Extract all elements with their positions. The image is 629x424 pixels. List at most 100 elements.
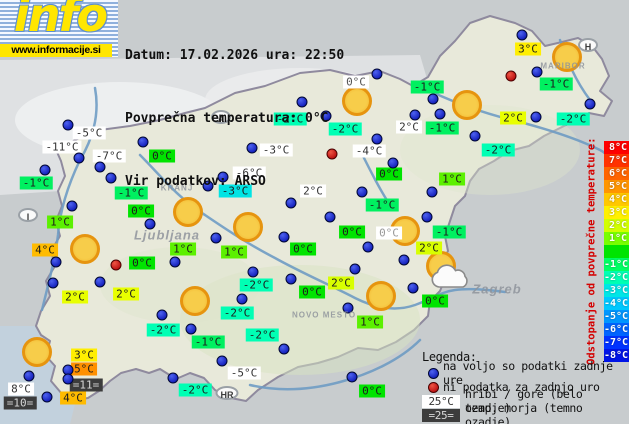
station-dot-blue [105, 172, 117, 184]
scale-band: -2°C [604, 271, 629, 284]
station-dot-blue [285, 273, 297, 285]
station-dot-blue [94, 276, 106, 288]
station-label: -5°C [72, 126, 106, 140]
station-dot-blue [285, 197, 297, 209]
scale-band: 3°C [604, 206, 629, 219]
city-label: MARIBOR [540, 61, 586, 71]
scale-band: 1°C [604, 232, 629, 245]
station-label: -2°C [556, 112, 590, 126]
station-dot-blue [39, 164, 51, 176]
scale-band: -1°C [604, 258, 629, 271]
sun-icon [70, 234, 100, 264]
station-dot-blue [434, 108, 446, 120]
station-label: -4°C [352, 144, 386, 158]
legend-item-sea-temp: =25= temp. morja (temno ozadje) [422, 401, 629, 424]
station-dot-blue [73, 152, 85, 164]
station-label: 0°C [149, 149, 175, 163]
station-label: -2°C [328, 122, 362, 136]
legend-item-label: ni podatka za zadnjo uro [443, 380, 600, 394]
station-label: -1°C [432, 225, 466, 239]
scale-band: 5°C [604, 180, 629, 193]
station-dot-blue [137, 136, 149, 148]
scale-title: Odstopanje od povprečne temperature: [585, 137, 598, 366]
station-label: 0°C [422, 294, 448, 308]
sun-icon [180, 286, 210, 316]
station-label: -6°C [232, 166, 266, 180]
cloud-icon [429, 264, 473, 294]
scale-band: 8°C [604, 141, 629, 154]
city-label: NOVO MESTO [291, 310, 357, 320]
station-dot-blue [247, 266, 259, 278]
station-dot-blue [278, 343, 290, 355]
station-label: -2°C [481, 143, 515, 157]
station-label: =11= [69, 378, 103, 392]
station-dot-blue [530, 111, 542, 123]
station-dot-blue [324, 211, 336, 223]
scale-band: -4°C [604, 297, 629, 310]
station-label: 0°C [376, 167, 402, 181]
red-dot-icon [428, 381, 439, 393]
station-label: 2°C [113, 287, 139, 301]
city-label: Ljubljana [133, 227, 201, 243]
station-dot-blue [421, 211, 433, 223]
scale-band: -8°C [604, 349, 629, 362]
station-label: -1°C [539, 77, 573, 91]
station-dot-blue [427, 93, 439, 105]
legend: Legenda: na voljo so podatki zadnje ure … [422, 350, 629, 424]
scale-band: -3°C [604, 284, 629, 297]
station-dot-blue [167, 372, 179, 384]
sun-icon [552, 42, 582, 72]
station-dot-blue [202, 180, 214, 192]
station-label: 0°C [290, 242, 316, 256]
station-label: -1°C [410, 80, 444, 94]
header-source-line: Vir podatkov: ARSO [125, 174, 266, 189]
station-dot-blue [246, 142, 258, 154]
station-dot-red [326, 148, 338, 160]
station-dot-blue [320, 110, 332, 122]
station-label: -1°C [425, 121, 459, 135]
station-dot-blue [47, 277, 59, 289]
station-label: 0°C [339, 225, 365, 239]
station-dot-blue [41, 391, 53, 403]
station-label: 0°C [128, 204, 154, 218]
temperature-color-scale: 8°C 7°C 6°C 5°C 4°C 3°C 2°C 1°C -1°C -2°C -3°C -4°C… [604, 141, 629, 362]
station-label: -2°C [220, 306, 254, 320]
scale-band: -5°C [604, 310, 629, 323]
city-label: Zagreb [472, 281, 522, 297]
logo-url-link[interactable]: www.informacije.si [0, 44, 112, 57]
sun-icon [233, 212, 263, 242]
station-label: 1°C [357, 315, 383, 329]
site-logo[interactable]: info www.informacije.si [0, 0, 118, 57]
station-label: 4°C [32, 243, 58, 257]
station-dot-blue [185, 323, 197, 335]
station-label: 0°C [129, 256, 155, 270]
white-label-sample: 25°C [422, 394, 460, 408]
station-dot-blue [409, 109, 421, 121]
station-label: -2°C [178, 383, 212, 397]
station-label: -5°C [227, 366, 261, 380]
station-dot-red [505, 70, 517, 82]
station-label: 0°C [359, 384, 385, 398]
legend-item-no-data: ni podatka za zadnjo uro [422, 380, 629, 394]
station-dot-blue [94, 161, 106, 173]
station-dot-blue [342, 302, 354, 314]
country-sign-h: H [578, 38, 598, 52]
sun-icon [22, 337, 52, 367]
station-dot-blue [236, 293, 248, 305]
scale-band: 4°C [604, 193, 629, 206]
station-dot-blue [407, 282, 419, 294]
station-label: 1°C [221, 245, 247, 259]
legend-title: Legenda: [422, 350, 477, 364]
scale-band: 6°C [604, 167, 629, 180]
station-dot-blue [356, 186, 368, 198]
station-dot-blue [217, 171, 229, 183]
station-label: -3°C [259, 143, 293, 157]
station-label: -1°C [365, 198, 399, 212]
legend-item-label: na voljo so podatki zadnje ure [443, 359, 613, 387]
station-label: -2°C [146, 323, 180, 337]
station-label: 0°C [376, 226, 402, 240]
station-dot-blue [387, 157, 399, 169]
scale-band: 2°C [604, 219, 629, 232]
station-dot-blue [62, 119, 74, 131]
